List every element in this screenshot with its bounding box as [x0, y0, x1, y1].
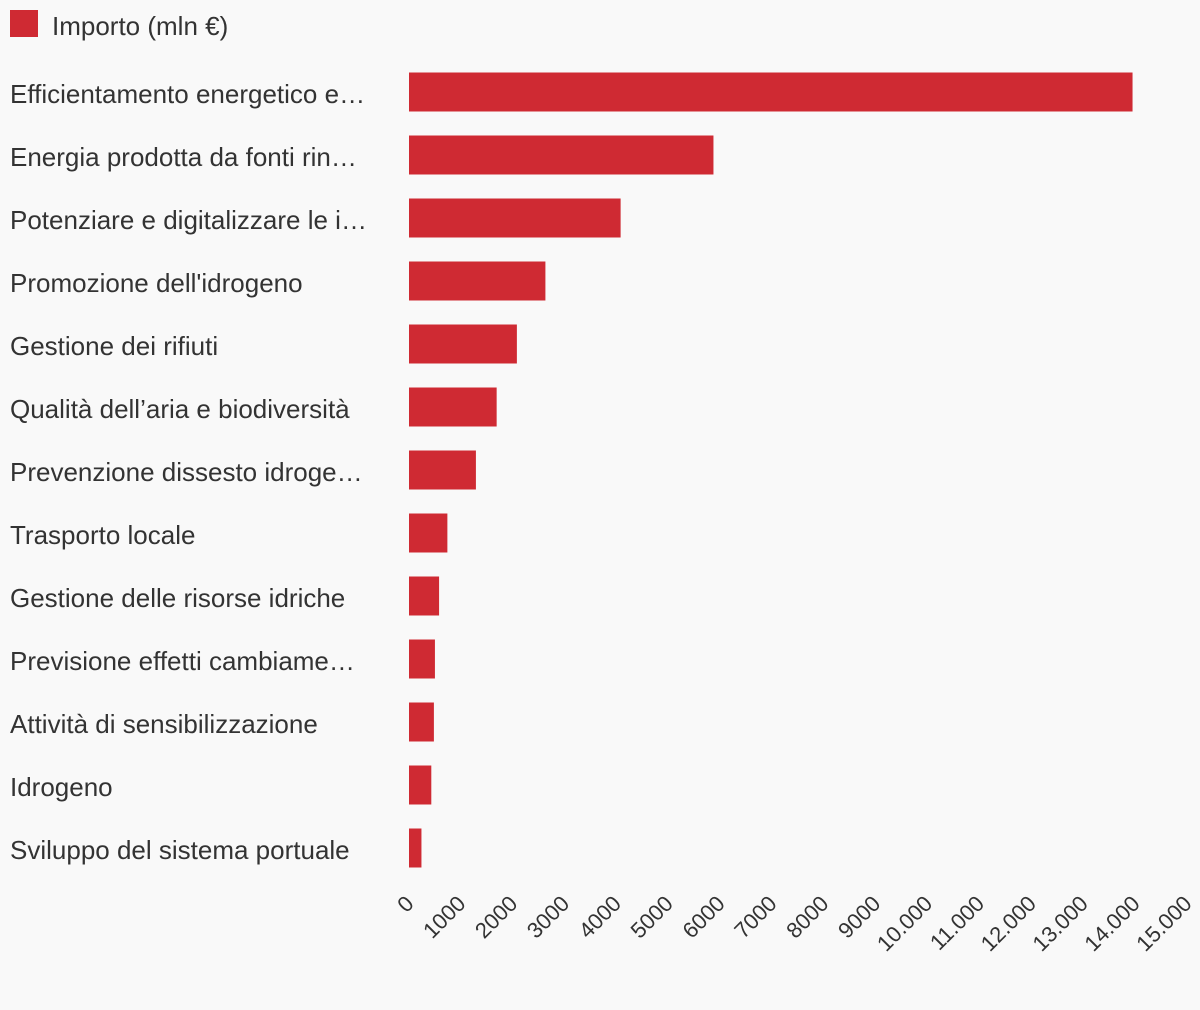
x-tick-label: 10.000: [872, 891, 937, 956]
bar: [409, 450, 476, 490]
x-tick-label: 4000: [574, 891, 626, 943]
category-label: Qualità dell’aria e biodiversità: [10, 394, 350, 424]
x-tick-label: 3000: [522, 891, 574, 943]
x-axis: 0 1000 2000 3000 4000 5000 6000 7000 8000 900010.…: [392, 891, 1196, 956]
category-label: Efficientamento energetico e…: [10, 79, 365, 109]
x-tick-label: 6000: [677, 891, 729, 943]
legend-swatch: [10, 10, 38, 37]
bar: [409, 765, 432, 805]
x-tick-label: 13.000: [1028, 891, 1093, 956]
category-label: Trasporto locale: [10, 520, 195, 550]
category-label: Gestione delle risorse idriche: [10, 583, 345, 613]
x-tick-label: 2000: [470, 891, 522, 943]
bar: [409, 387, 497, 427]
bar: [409, 324, 517, 364]
category-label: Energia prodotta da fonti rin…: [10, 142, 357, 172]
bar: [409, 513, 448, 553]
bar: [409, 72, 1133, 112]
legend-label: Importo (mln €): [52, 11, 228, 41]
category-label: Previsione effetti cambiame…: [10, 646, 355, 676]
legend: Importo (mln €): [10, 10, 228, 41]
category-label: Promozione dell'idrogeno: [10, 268, 303, 298]
plot-area: Efficientamento energetico e… Energia pro…: [10, 72, 1133, 868]
x-tick-label: 0: [392, 891, 418, 917]
x-tick-label: 8000: [781, 891, 833, 943]
bar: [409, 261, 546, 301]
category-label: Potenziare e digitalizzare le i…: [10, 205, 367, 235]
bar: [409, 828, 422, 868]
bar: [409, 639, 435, 679]
bar: [409, 135, 714, 175]
bar: [409, 702, 434, 742]
x-tick-label: 7000: [729, 891, 781, 943]
bar: [409, 198, 621, 238]
category-label: Prevenzione dissesto idroge…: [10, 457, 363, 487]
category-label: Gestione dei rifiuti: [10, 331, 218, 361]
x-tick-label: 5000: [626, 891, 678, 943]
x-tick-label: 1000: [418, 891, 470, 943]
category-label: Sviluppo del sistema portuale: [10, 835, 350, 865]
category-label: Idrogeno: [10, 772, 113, 802]
x-tick-label: 14.000: [1079, 891, 1144, 956]
x-tick-label: 15.000: [1131, 891, 1196, 956]
x-tick-label: 11.000: [925, 891, 989, 955]
bar: [409, 576, 440, 616]
x-tick-label: 12.000: [976, 891, 1041, 956]
category-label: Attività di sensibilizzazione: [10, 709, 318, 739]
